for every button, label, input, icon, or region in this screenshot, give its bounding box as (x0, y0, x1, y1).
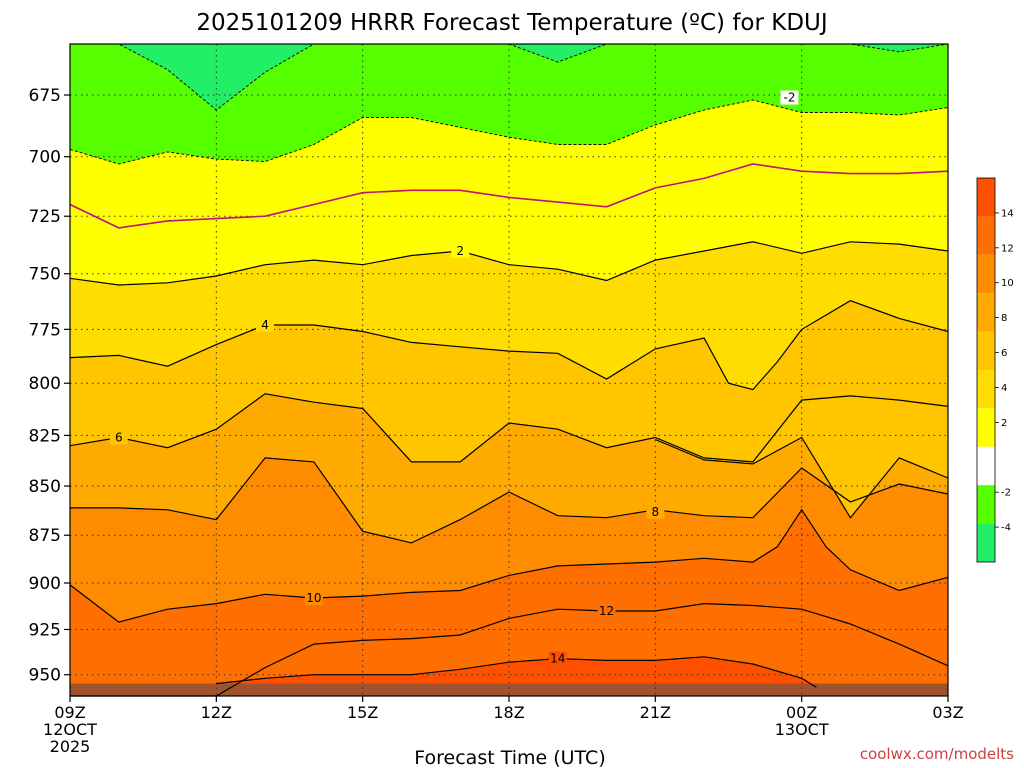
colorbar-frame (976, 177, 996, 563)
colorbar-bin-2-to-4 (977, 408, 995, 447)
isotherm-14-10 (216, 656, 817, 688)
isotherm-label-6: 6 (115, 430, 123, 444)
x-tick-label-18Z: 18Z (493, 703, 524, 722)
isotherm-label-bg--2 (780, 90, 799, 105)
y-tick-label-850: 850 (29, 477, 61, 497)
colorbar-label-10: 10 (1001, 278, 1014, 289)
y-tick-label-950: 950 (29, 666, 61, 686)
x-tick-label-09Z: 09Z (54, 703, 85, 722)
x-axis-label: Forecast Time (UTC) (414, 747, 605, 768)
isotherm-labels: -2 2 4 6 8 10 12 14 (109, 90, 799, 666)
isotherm-label-bg-14 (548, 651, 567, 666)
ground (70, 683, 948, 696)
isotherm-6-5 (69, 393, 949, 463)
isotherm-0-2 (69, 163, 949, 229)
chart-title: 2025101209 HRRR Forecast Temperature (ºC… (196, 10, 827, 36)
x-tick-date-09Z: 12OCT (43, 720, 97, 739)
y-axis: 675 700 725 750 775 800 825 850 875 900 925 950 (29, 86, 70, 686)
isotherm-label-4: 4 (261, 318, 269, 332)
y-tick-label-700: 700 (29, 148, 61, 168)
colorbar-bin-14-to-16 (977, 178, 995, 217)
colorbar-bin-10-to-12 (977, 254, 995, 294)
x-tick-date-00Z: 13OCT (775, 720, 829, 739)
isotherm-6-6 (655, 436, 949, 519)
isotherm--2-1 (69, 99, 949, 165)
isotherm-label-bg-6 (109, 430, 128, 445)
band-above--2 (70, 44, 948, 164)
isotherm-label-bg-2 (451, 243, 470, 258)
isotherm-4-4 (69, 300, 949, 391)
colorbar-label-6: 6 (1001, 348, 1007, 359)
y-tick-label-800: 800 (29, 374, 61, 394)
colorbar: -4 -2 2 4 6 8 10 12 14 (976, 177, 1014, 563)
colorbar-label-4: 4 (1001, 383, 1007, 394)
x-tick-label-21Z: 21Z (640, 703, 671, 722)
isotherm-label-bg-12 (597, 604, 616, 619)
isotherm-label--2: -2 (783, 91, 795, 105)
colorbar-bin--2-to-2 (977, 446, 995, 486)
colorbar-bin-6-to-8 (977, 331, 995, 370)
y-tick-label-925: 925 (29, 620, 61, 640)
colorbar-bin-12-to-14 (977, 216, 995, 255)
colorbar-label-8: 8 (1001, 313, 1007, 324)
colorbar-label--4: -4 (1001, 523, 1011, 534)
colorbar-label--2: -2 (1001, 488, 1011, 499)
colorbar-label-12: 12 (1001, 243, 1014, 254)
colorbar-label-2: 2 (1001, 418, 1007, 429)
isotherm-label-14: 14 (550, 652, 565, 666)
y-tick-label-725: 725 (29, 207, 61, 227)
isotherm-label-bg-10 (304, 591, 323, 606)
colorbar-bin-8-to-10 (977, 293, 995, 332)
isotherm-label-8: 8 (652, 505, 660, 519)
x-tick-label-12Z: 12Z (201, 703, 232, 722)
colorbar-bin--4-to--2 (977, 485, 995, 524)
y-tick-label-675: 675 (29, 86, 61, 106)
y-tick-label-875: 875 (29, 526, 61, 546)
grid (70, 44, 948, 696)
band-below-minus-4 (70, 44, 948, 110)
isotherm-label-bg-8 (646, 504, 665, 519)
x-tick-label-15Z: 15Z (347, 703, 378, 722)
y-tick-label-750: 750 (29, 265, 61, 285)
x-tick-year-09Z: 2025 (50, 737, 91, 756)
isotherm-lines (69, 43, 949, 697)
credit-link[interactable]: coolwx.com/modelts (860, 745, 1014, 763)
isotherm-8-7 (70, 457, 949, 544)
colorbar-label-14: 14 (1001, 208, 1014, 219)
y-tick-label-900: 900 (29, 574, 61, 594)
isotherm-label-bg-4 (256, 317, 275, 332)
x-tick-label-00Z: 00Z (786, 703, 817, 722)
isotherm-10-8 (69, 508, 949, 623)
isotherm-label-2: 2 (456, 244, 464, 258)
y-tick-label-775: 775 (29, 320, 61, 340)
isotherm-label-10: 10 (306, 591, 321, 605)
isotherm-label-12: 12 (599, 604, 614, 618)
colorbar-bin--6-to--4 (977, 523, 995, 562)
y-tick-label-825: 825 (29, 426, 61, 446)
colorbar-bin-4-to-6 (977, 370, 995, 409)
x-tick-label-03Z: 03Z (932, 703, 963, 722)
isotherm-2-3 (69, 241, 949, 286)
